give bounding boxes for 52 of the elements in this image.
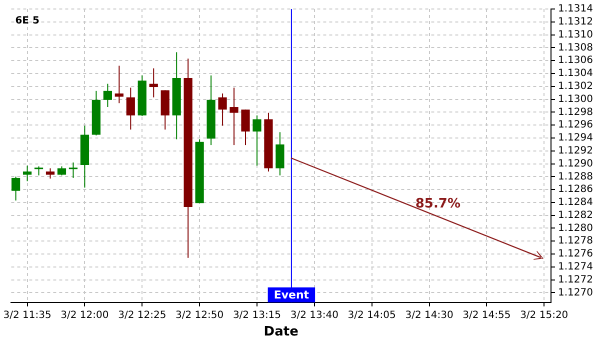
y-tick-label: 1.1288 (558, 171, 594, 182)
candlestick (241, 109, 250, 146)
candlestick (149, 68, 158, 98)
x-tick-label: 3/2 13:15 (232, 310, 282, 321)
y-tick-label: 1.1306 (558, 55, 594, 66)
candlestick (34, 166, 44, 176)
y-tick-label: 1.1300 (558, 94, 594, 105)
candlestick (103, 83, 112, 108)
candlestick (276, 132, 284, 176)
x-tick-label: 3/2 12:00 (60, 310, 109, 321)
y-tick-label: 1.1292 (558, 145, 594, 156)
candlestick (11, 176, 20, 202)
candlestick (68, 162, 78, 178)
y-tick-label: 1.1302 (558, 80, 594, 92)
x-tick-label: 3/2 14:30 (405, 310, 454, 321)
candlestick (252, 114, 262, 166)
candlestick (230, 87, 238, 146)
y-tick-label: 1.1304 (558, 68, 594, 80)
candlestick (57, 166, 66, 176)
y-tick-label: 1.1310 (558, 29, 594, 40)
x-tick-label: 3/2 14:05 (348, 310, 396, 321)
y-tick-label: 1.1274 (558, 262, 594, 273)
candlestick (114, 65, 124, 104)
candlestick (22, 165, 32, 182)
y-tick-label: 1.1278 (558, 236, 594, 247)
y-tick-label: 1.1282 (558, 210, 594, 221)
y-tick-label: 1.1312 (558, 16, 594, 28)
y-tick-label: 1.1276 (558, 248, 594, 260)
candlestick (126, 87, 135, 130)
y-tick-label: 1.1284 (558, 197, 594, 208)
text: 6E 5 (15, 16, 40, 27)
annotation: 85.7% (415, 196, 460, 212)
y-tick-label: 1.1296 (558, 120, 594, 131)
ref-line-label: Event (274, 288, 310, 302)
y-tick-label: 1.1308 (558, 42, 594, 54)
x-tick-label: 3/2 13:40 (290, 310, 338, 321)
x-tick-label: 3/2 15:20 (520, 310, 568, 321)
candlestick (46, 168, 55, 180)
x-axis-title: Date (264, 324, 299, 340)
y-tick-label: 1.1280 (558, 222, 594, 234)
y-tick-label: 1.1294 (558, 132, 594, 144)
y-tick-label: 1.1314 (558, 4, 594, 15)
y-tick-label: 1.1286 (558, 184, 594, 196)
y-tick-label: 1.1298 (558, 106, 594, 118)
y-tick-label: 1.1272 (558, 274, 594, 286)
candlestick (218, 92, 227, 126)
x-tick-label: 3/2 12:50 (176, 310, 224, 321)
x-tick-label: 3/2 14:55 (462, 310, 511, 321)
y-tick-label: 1.1270 (558, 287, 594, 298)
x-tick-label: 3/2 11:35 (3, 310, 52, 321)
x-tick-label: 3/2 12:25 (118, 310, 166, 321)
y-tick-label: 1.1290 (558, 158, 594, 170)
